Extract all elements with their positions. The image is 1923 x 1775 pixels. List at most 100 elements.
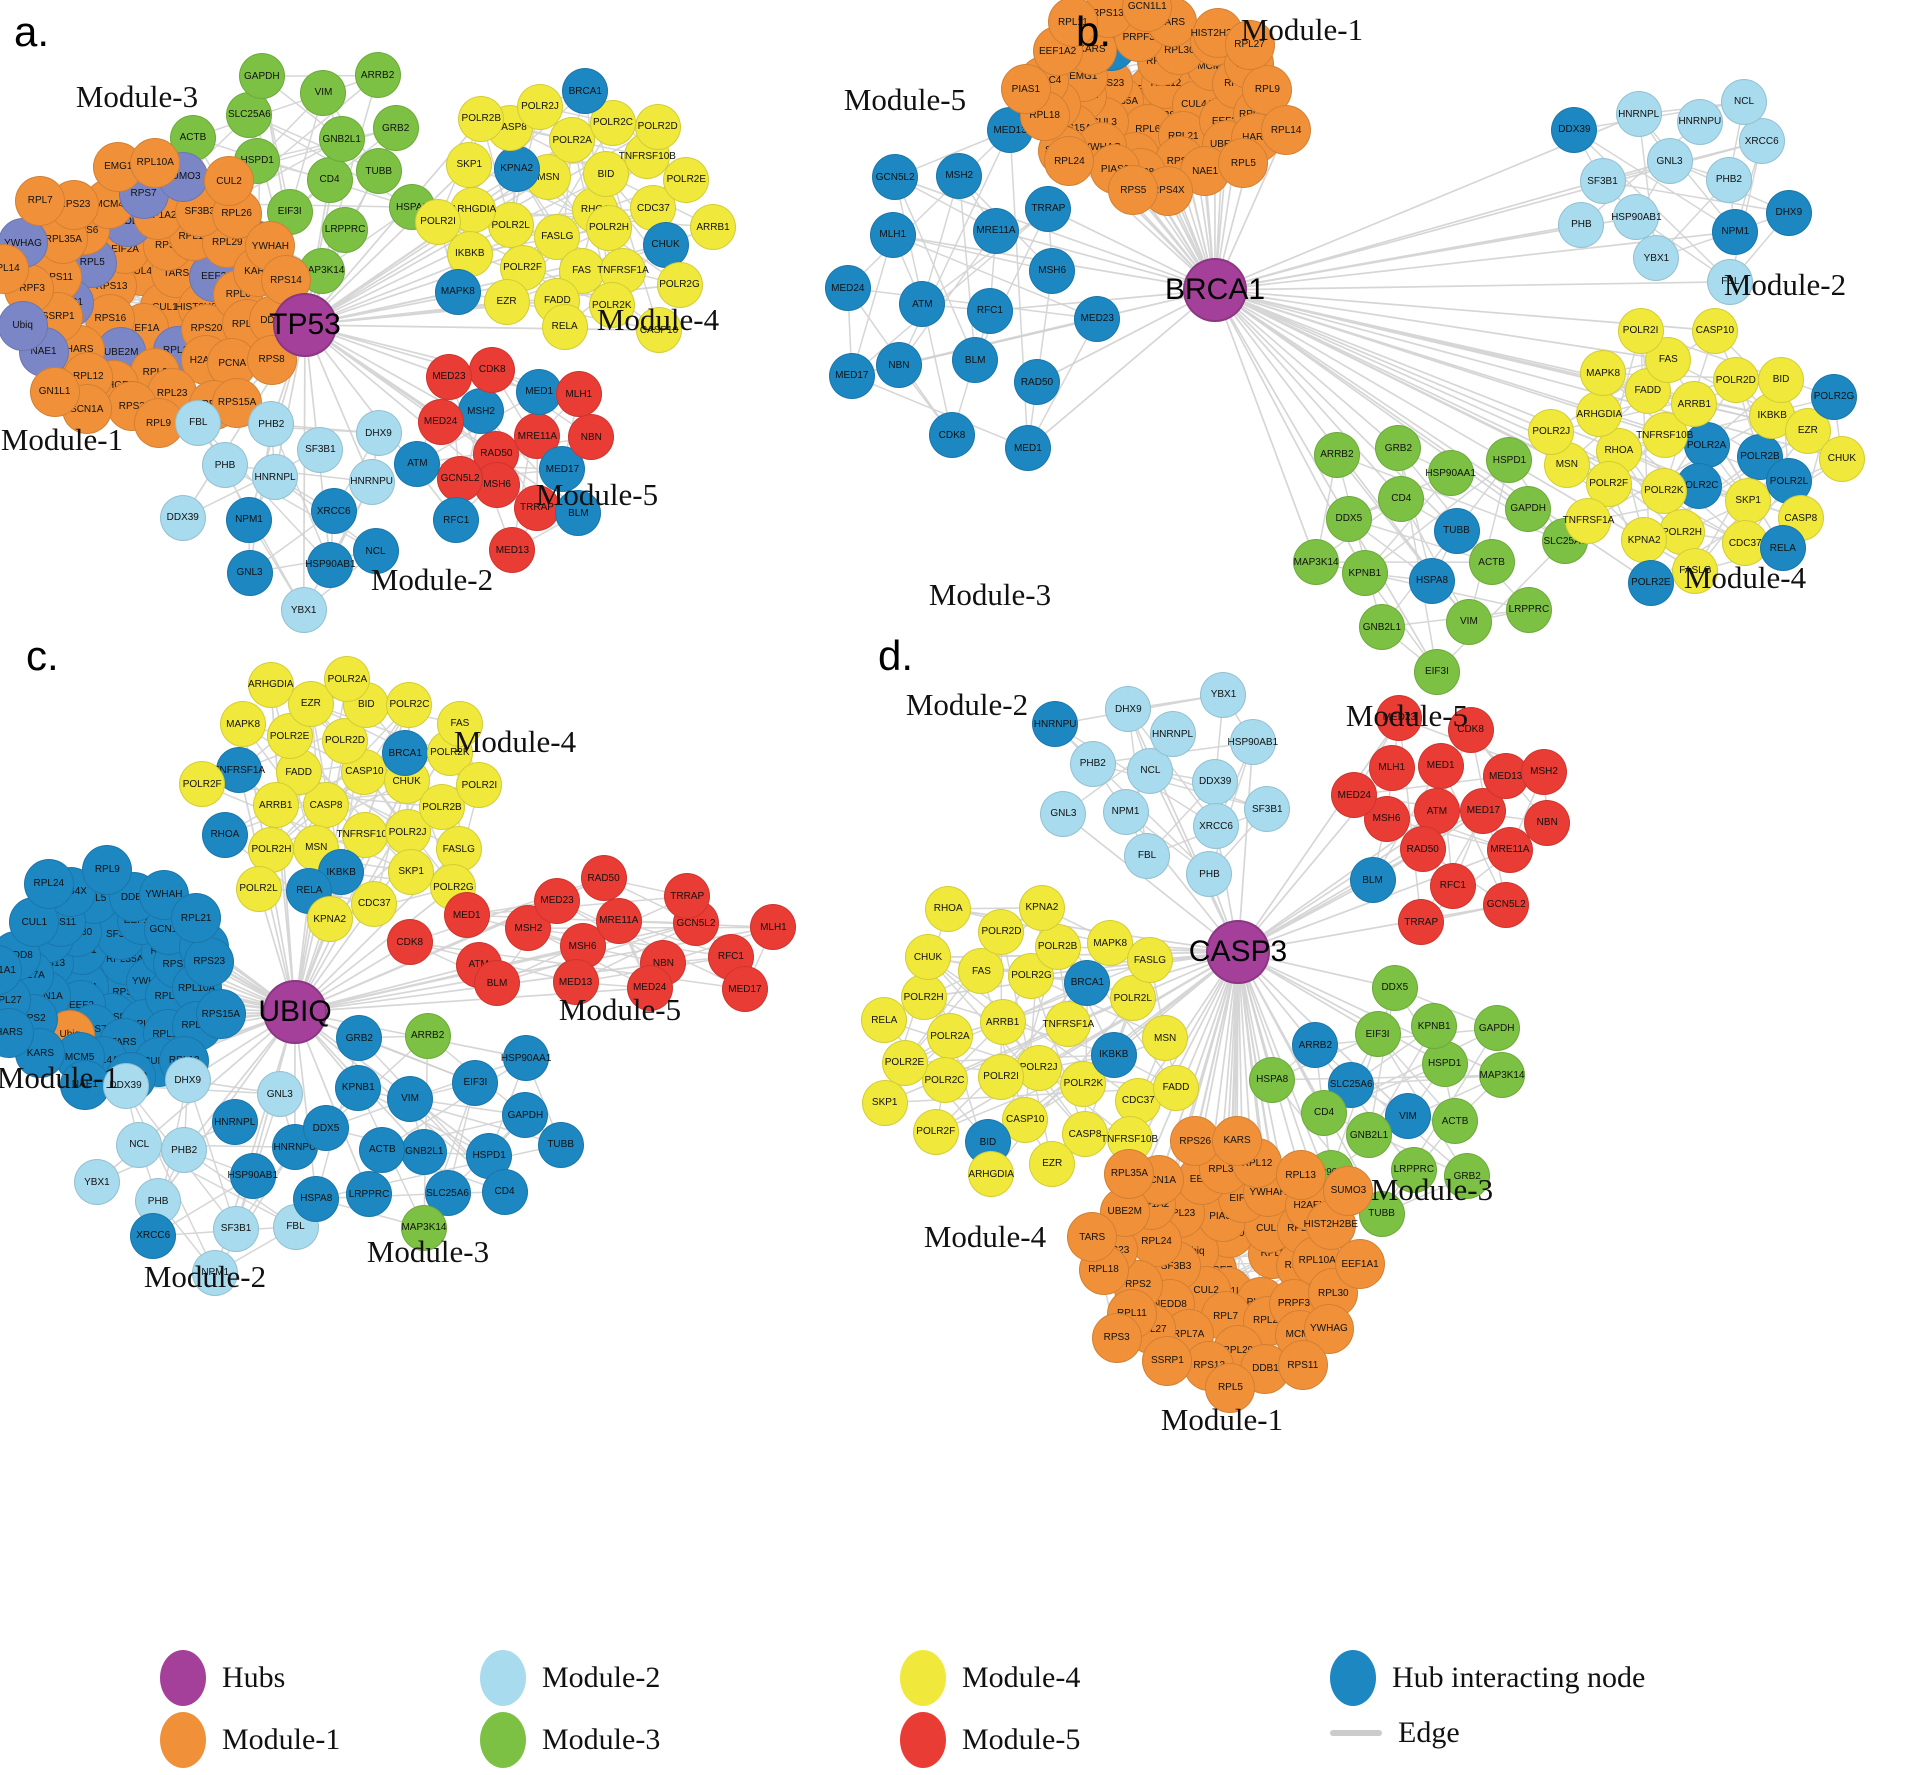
- gene-node-FBL[interactable]: FBL: [1124, 832, 1171, 879]
- gene-node-MLH1[interactable]: MLH1: [869, 211, 916, 258]
- gene-node-PHB2[interactable]: PHB2: [1069, 740, 1116, 787]
- gene-node-RPS26[interactable]: RPS26: [1170, 1116, 1221, 1167]
- gene-node-RPL21[interactable]: RPL21: [171, 893, 222, 944]
- gene-node-MED23[interactable]: MED23: [1376, 694, 1423, 741]
- gene-node-NCL[interactable]: NCL: [116, 1121, 163, 1168]
- gene-node-PHB2[interactable]: PHB2: [248, 401, 295, 448]
- gene-node-HSP90AA1[interactable]: HSP90AA1: [1425, 450, 1476, 497]
- gene-node-CUL2[interactable]: CUL2: [204, 156, 255, 207]
- gene-node-VIM[interactable]: VIM: [387, 1075, 434, 1122]
- gene-node-HSP90AB1[interactable]: HSP90AB1: [305, 541, 356, 588]
- gene-node-DDX5[interactable]: DDX5: [302, 1105, 349, 1152]
- gene-node-CDK8[interactable]: CDK8: [469, 346, 516, 393]
- gene-node-FAS[interactable]: FAS: [958, 948, 1005, 995]
- gene-node-RAD50[interactable]: RAD50: [1399, 826, 1446, 873]
- gene-node-ARHGDIA[interactable]: ARHGDIA: [247, 661, 294, 708]
- gene-node-GNL3[interactable]: GNL3: [256, 1071, 303, 1118]
- gene-node-NBN[interactable]: NBN: [875, 342, 922, 389]
- gene-node-HNRNPU[interactable]: HNRNPU: [1676, 98, 1723, 145]
- gene-node-TNFRSF1A[interactable]: TNFRSF1A: [1563, 497, 1614, 544]
- gene-node-TUBB[interactable]: TUBB: [537, 1121, 584, 1168]
- gene-node-DDX39[interactable]: DDX39: [102, 1062, 149, 1109]
- gene-node-DHX9[interactable]: DHX9: [355, 410, 402, 456]
- gene-node-POLR2I[interactable]: POLR2I: [1617, 307, 1664, 354]
- gene-node-DHX9[interactable]: DHX9: [1765, 189, 1812, 236]
- gene-node-POLR2F[interactable]: POLR2F: [912, 1108, 959, 1155]
- gene-node-ARHGDIA[interactable]: ARHGDIA: [1576, 391, 1623, 438]
- gene-node-POLR2E[interactable]: POLR2E: [663, 156, 710, 203]
- gene-node-BLM[interactable]: BLM: [952, 337, 999, 384]
- gene-node-MED1[interactable]: MED1: [1417, 742, 1464, 789]
- gene-node-XRCC6[interactable]: XRCC6: [130, 1212, 177, 1259]
- gene-node-XRCC6[interactable]: XRCC6: [1738, 118, 1785, 165]
- gene-node-GRB2[interactable]: GRB2: [336, 1015, 383, 1062]
- gene-node-CHUK[interactable]: CHUK: [1818, 435, 1865, 482]
- gene-node-CHUK[interactable]: CHUK: [642, 221, 689, 268]
- gene-node-TNFRSF1A[interactable]: TNFRSF1A: [1043, 1001, 1094, 1048]
- gene-node-TRRAP[interactable]: TRRAP: [664, 873, 711, 920]
- gene-node-MRE11A[interactable]: MRE11A: [1486, 826, 1533, 873]
- gene-node-POLR2J[interactable]: POLR2J: [517, 83, 564, 130]
- gene-node-GNB2L1[interactable]: GNB2L1: [318, 116, 365, 163]
- gene-node-HNRNPL[interactable]: HNRNPL: [252, 454, 299, 501]
- gene-node-MED23[interactable]: MED23: [534, 877, 581, 924]
- gene-node-HSPA8[interactable]: HSPA8: [1409, 557, 1456, 604]
- gene-node-NPM1[interactable]: NPM1: [1102, 788, 1149, 835]
- gene-node-POLR2D[interactable]: POLR2D: [1712, 357, 1759, 404]
- gene-node-RHOA[interactable]: RHOA: [201, 811, 248, 858]
- gene-node-SF3B1[interactable]: SF3B1: [213, 1205, 260, 1252]
- gene-node-EIF3I[interactable]: EIF3I: [452, 1059, 499, 1106]
- gene-node-HSP90AB1[interactable]: HSP90AB1: [1611, 194, 1662, 241]
- gene-node-MAPK8[interactable]: MAPK8: [220, 701, 267, 748]
- gene-node-DDX5[interactable]: DDX5: [1371, 964, 1418, 1011]
- gene-node-CD4[interactable]: CD4: [481, 1168, 528, 1215]
- gene-node-SKP1[interactable]: SKP1: [388, 848, 435, 895]
- gene-node-SSRP1[interactable]: SSRP1: [1142, 1335, 1193, 1386]
- gene-node-POLR2A[interactable]: POLR2A: [926, 1013, 973, 1060]
- gene-node-MED23[interactable]: MED23: [425, 353, 472, 400]
- gene-node-FASLG[interactable]: FASLG: [1126, 937, 1173, 984]
- gene-node-ARRB2[interactable]: ARRB2: [1313, 431, 1360, 478]
- gene-node-ARRB1[interactable]: ARRB1: [979, 999, 1026, 1046]
- gene-node-SKP1[interactable]: SKP1: [861, 1079, 908, 1126]
- gene-node-MED1[interactable]: MED1: [443, 892, 490, 939]
- gene-node-RPS3[interactable]: RPS3: [1091, 1312, 1142, 1363]
- gene-node-POLR2G[interactable]: POLR2G: [1811, 373, 1858, 420]
- gene-node-POLR2I[interactable]: POLR2I: [978, 1053, 1025, 1100]
- gene-node-YBX1[interactable]: YBX1: [1633, 235, 1680, 282]
- gene-node-GN1L1[interactable]: GN1L1: [29, 366, 80, 417]
- gene-node-POLR2H[interactable]: POLR2H: [586, 204, 632, 251]
- gene-node-POLR2A[interactable]: POLR2A: [324, 656, 371, 702]
- gene-node-CHUK[interactable]: CHUK: [904, 934, 951, 981]
- gene-node-CASP10[interactable]: CASP10: [1691, 307, 1738, 354]
- gene-node-BID[interactable]: BID: [1758, 356, 1805, 403]
- gene-node-RELA[interactable]: RELA: [541, 303, 588, 350]
- gene-node-CD4[interactable]: CD4: [1378, 475, 1425, 522]
- gene-node-ARRB2[interactable]: ARRB2: [354, 52, 401, 99]
- gene-node-YBX1[interactable]: YBX1: [73, 1159, 120, 1206]
- gene-node-KPNB1[interactable]: KPNB1: [335, 1064, 382, 1111]
- gene-node-HSP90AB1[interactable]: HSP90AB1: [227, 1152, 278, 1199]
- gene-node-CDK8[interactable]: CDK8: [386, 919, 433, 966]
- gene-node-DDX39[interactable]: DDX39: [1192, 758, 1239, 805]
- gene-node-ACTB[interactable]: ACTB: [1468, 539, 1515, 586]
- gene-node-SKP1[interactable]: SKP1: [1725, 477, 1772, 524]
- gene-node-GAPDH[interactable]: GAPDH: [1505, 485, 1552, 532]
- gene-node-CD4[interactable]: CD4: [1301, 1089, 1348, 1136]
- gene-node-MED1[interactable]: MED1: [1004, 425, 1051, 472]
- gene-node-DHX9[interactable]: DHX9: [1105, 686, 1152, 733]
- gene-node-DDX5[interactable]: DDX5: [1325, 495, 1372, 542]
- gene-node-LRPPRC[interactable]: LRPPRC: [322, 206, 369, 253]
- gene-node-RELA[interactable]: RELA: [861, 997, 908, 1044]
- gene-node-Ubiq[interactable]: Ubiq: [0, 300, 48, 351]
- gene-node-KPNB1[interactable]: KPNB1: [1411, 1003, 1458, 1050]
- gene-node-TRRAP[interactable]: TRRAP: [1398, 899, 1445, 946]
- gene-node-PHB2[interactable]: PHB2: [161, 1127, 208, 1174]
- gene-node-MAP3K14[interactable]: MAP3K14: [400, 1204, 447, 1251]
- gene-node-POLR2E[interactable]: POLR2E: [881, 1039, 928, 1086]
- gene-node-RPS11[interactable]: RPS11: [1277, 1340, 1328, 1391]
- gene-node-MED1[interactable]: MED1: [516, 368, 563, 415]
- gene-node-CDK8[interactable]: CDK8: [929, 412, 976, 459]
- gene-node-POLR2I[interactable]: POLR2I: [456, 762, 503, 809]
- gene-node-GNB2L1[interactable]: GNB2L1: [1346, 1112, 1393, 1159]
